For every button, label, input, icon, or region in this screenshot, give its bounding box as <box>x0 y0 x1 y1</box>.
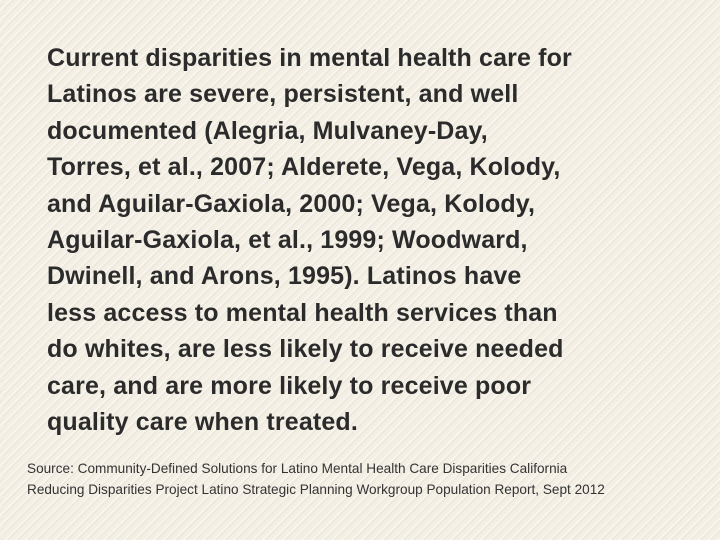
slide-body-text: Current disparities in mental health car… <box>47 44 572 437</box>
source-citation: Source: Community-Defined Solutions for … <box>27 461 605 497</box>
